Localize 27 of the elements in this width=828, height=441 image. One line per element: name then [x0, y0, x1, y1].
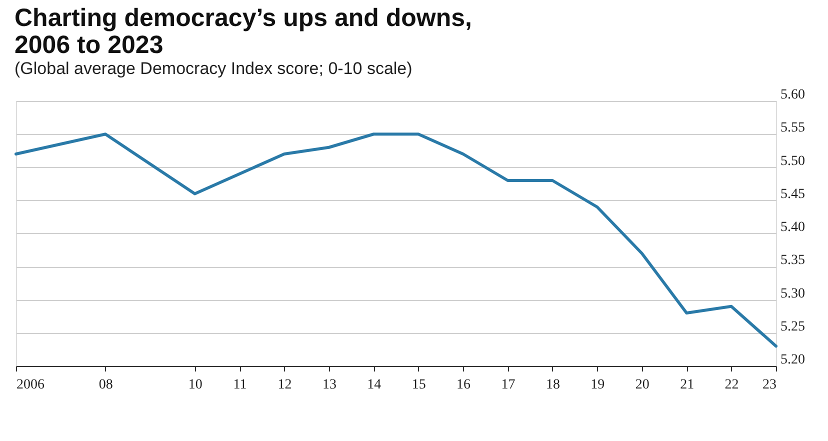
x-tick-label: 08 [98, 378, 113, 392]
y-tick-label: 5.35 [780, 253, 805, 268]
y-tick-label: 5.25 [780, 319, 805, 334]
chart-subtitle: (Global average Democracy Index score; 0-10 scale) [14, 59, 412, 78]
y-tick-label: 5.20 [780, 352, 805, 368]
x-tick-label: 18 [546, 378, 560, 392]
chart-title: Charting democracy’s ups and downs, 2006 to 2023 [14, 4, 472, 59]
y-tick-label: 5.50 [780, 154, 805, 169]
x-tick-label: 23 [762, 378, 776, 392]
x-tick-label: 12 [278, 378, 292, 392]
y-tick-label: 5.55 [780, 120, 805, 136]
y-tick-label: 5.40 [780, 220, 805, 235]
x-tick-label: 20 [635, 378, 650, 392]
x-tick-label: 17 [501, 378, 516, 392]
x-tick-label: 22 [724, 378, 739, 392]
y-tick-label: 5.45 [780, 186, 805, 202]
x-tick-label: 19 [590, 378, 605, 392]
x-tick-label: 11 [233, 378, 247, 392]
y-tick-label: 5.30 [780, 286, 805, 302]
y-tick-label: 5.60 [780, 88, 805, 102]
x-tick-label: 10 [188, 378, 202, 392]
x-tick-label: 16 [456, 378, 471, 392]
x-tick-label: 21 [680, 378, 694, 392]
x-tick-label: 2006 [16, 378, 44, 392]
x-tick-label: 14 [367, 378, 382, 392]
x-tick-label: 15 [412, 378, 426, 392]
x-tick-label: 13 [322, 378, 336, 392]
